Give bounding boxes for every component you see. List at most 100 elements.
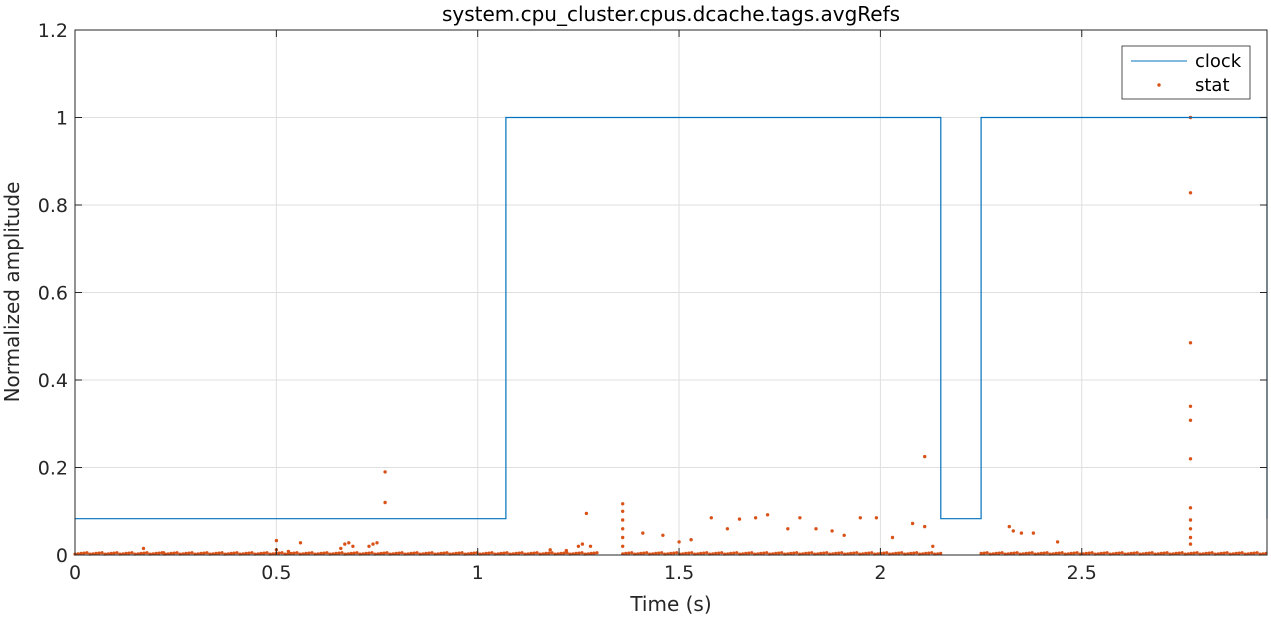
stat-point [687,551,691,555]
stat-point [355,551,359,555]
stat-point [169,551,173,556]
stat-point [154,551,158,556]
stat-point [409,551,413,556]
stat-point [842,533,846,537]
stat-point [112,551,116,555]
stat-point [217,551,221,555]
stat-point [684,551,688,556]
stat-point [931,544,935,548]
stat-point [982,551,986,555]
axis-ticks: 0 0.5 1 1.5 2 2.5 0 0.2 0.4 0.6 0.8 1 1.2 [38,20,1267,584]
stat-point [1234,551,1238,556]
stat-point [661,533,665,537]
stat-point [624,551,628,556]
stat-point [1207,551,1211,555]
stat-point [1129,551,1133,556]
stat-point [319,551,323,556]
stat-point [574,551,578,556]
stat-point [621,527,625,531]
x-tick-label: 1 [472,562,484,584]
stat-point [370,551,374,555]
y-tick-label: 0 [56,545,68,567]
stat-point [427,551,431,555]
stat-point [765,513,770,517]
stat-point [548,548,552,552]
stat-point [985,551,989,555]
stat-point [840,551,844,555]
stat-point [588,544,593,548]
stat-point [1204,551,1208,556]
stat-point [430,551,434,555]
stat-point [424,551,428,556]
stat-point [792,551,796,555]
stat-point [702,551,706,555]
stat-point [717,551,721,555]
stat-point [855,551,859,555]
stat-point [304,551,308,556]
stat-point [235,551,239,555]
stat-point [1188,457,1193,461]
stat-point [1180,551,1184,555]
stat-point [94,551,98,556]
stat-point [277,551,281,555]
stat-point [1225,551,1229,555]
stat-point [339,546,343,551]
stat-point [747,551,751,555]
stat-point [232,551,236,555]
stat-point [142,551,146,555]
stat-point [550,551,554,555]
stat-point [161,551,166,555]
stat-point [187,551,191,555]
stat-point [274,538,279,543]
stat-point [822,551,826,555]
stat-point [397,551,401,555]
stat-point [923,454,927,459]
legend-stat-swatch [1157,83,1161,87]
stat-point [1240,551,1244,555]
stat-point [415,551,419,555]
stat-point [1219,551,1223,556]
x-axis-label: Time (s) [629,592,711,616]
stat-point [699,551,703,556]
stat-point [141,546,146,551]
x-tick-label: 1.5 [664,562,694,584]
stat-point [804,551,808,556]
stat-point [1222,551,1226,555]
stat-point [502,551,506,555]
stat-point [994,551,998,556]
stat-point [490,551,494,555]
stat-point [262,551,266,555]
stat-point [97,551,101,555]
stat-point [1009,551,1013,556]
stat-point [1188,527,1193,531]
clock-series-line [75,116,1268,520]
stat-point [367,551,371,555]
stat-point [322,551,326,555]
stat-point [124,551,128,556]
stat-point [340,551,344,555]
stat-point [412,551,416,555]
stat-point [690,551,694,555]
stat-point [190,551,194,555]
stat-point [229,551,233,556]
stat-point [394,551,398,556]
legend-box [1121,45,1251,100]
stat-point [1249,551,1253,556]
stat-point [814,527,818,531]
stat-point [1188,542,1193,546]
stat-point [1087,551,1091,555]
stat-point [349,551,353,556]
stat-point [298,541,303,545]
stat-point [157,551,161,555]
stat-point [1024,551,1028,556]
stat-point [592,551,596,555]
stat-point [383,500,387,505]
stat-point [1072,551,1076,555]
stat-point [1105,551,1109,555]
stat-point [250,551,254,555]
stat-point [1027,551,1031,555]
stat-point [1120,551,1124,555]
stat-point [295,551,299,555]
x-tick-label: 2 [874,562,886,584]
stat-point [439,551,443,556]
